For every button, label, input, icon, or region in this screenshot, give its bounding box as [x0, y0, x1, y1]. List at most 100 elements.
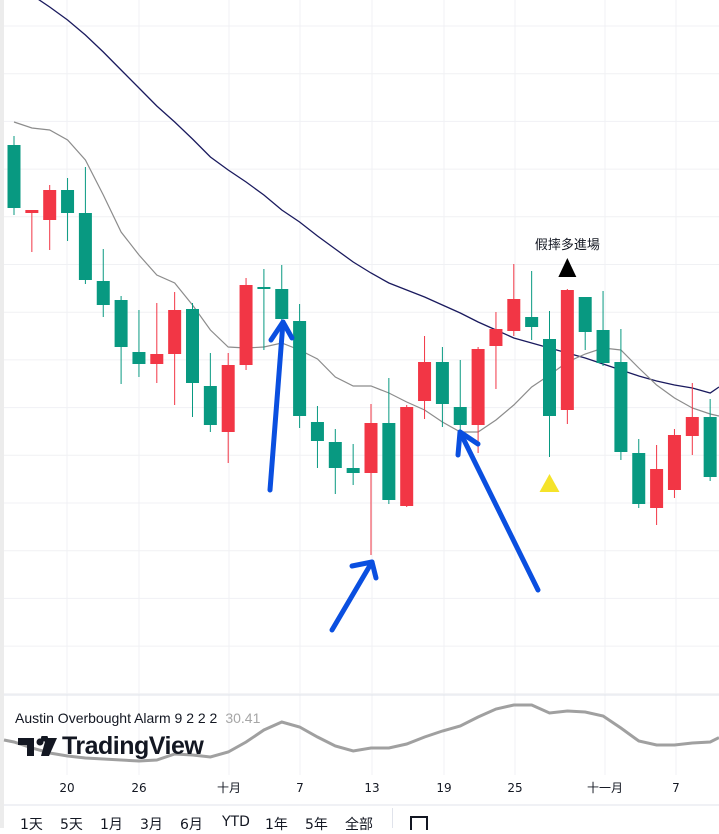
x-tick-label: 十一月 [587, 781, 623, 795]
candle-body [632, 453, 646, 504]
candle [667, 429, 681, 498]
candle [43, 185, 57, 250]
candle [364, 404, 378, 555]
candle-body [418, 362, 432, 401]
candle [168, 292, 182, 405]
candle [507, 264, 521, 336]
arrow-annotation-3 [455, 429, 541, 593]
candle [310, 406, 324, 468]
candle-body [346, 468, 360, 473]
candle [596, 291, 610, 366]
range-1m[interactable]: 1月 [100, 817, 123, 833]
left-edge [0, 0, 4, 828]
range-toolbar: 1天 5天 1月 3月 6月 YTD 1年 5年 全部 [0, 808, 719, 833]
candle [703, 399, 717, 481]
candle [489, 312, 503, 389]
range-5d[interactable]: 5天 [60, 817, 83, 833]
indicator-label[interactable]: Austin Overbought Alarm 9 2 2 2 30.41 [15, 710, 261, 726]
candle-body [614, 362, 628, 452]
candle [78, 167, 92, 284]
candle [96, 249, 110, 317]
candle [453, 360, 467, 437]
range-1y[interactable]: 1年 [265, 817, 288, 833]
range-all[interactable]: 全部 [345, 817, 373, 833]
candle [346, 444, 360, 485]
candle-body [293, 321, 307, 416]
candle-body [114, 300, 128, 347]
candle-body [435, 362, 449, 404]
range-6m[interactable]: 6月 [180, 817, 203, 833]
candle [221, 353, 235, 463]
candle-body [239, 285, 253, 365]
candle [471, 347, 485, 453]
candle-body [78, 213, 92, 280]
candle [61, 178, 75, 241]
candle [186, 303, 199, 417]
annotation-arrows [267, 319, 541, 633]
candle [293, 304, 307, 428]
arrow-annotation-2 [329, 559, 379, 633]
candle-body [328, 442, 342, 468]
candle-body [257, 287, 271, 289]
tradingview-logo-icon [18, 735, 57, 756]
range-3m[interactable]: 3月 [140, 817, 163, 833]
candle [418, 336, 432, 419]
candle-body [203, 386, 217, 425]
range-1d[interactable]: 1天 [20, 817, 43, 833]
candle-body [667, 435, 681, 490]
candle-body [186, 309, 199, 383]
ma-fast-line [13, 121, 719, 433]
candle-body [400, 407, 414, 506]
candle [239, 278, 253, 370]
candle-body [560, 290, 574, 410]
candle-body [489, 329, 503, 346]
candle-body [221, 365, 235, 432]
candle [7, 136, 21, 215]
tradingview-logo-text: TradingView [62, 732, 204, 760]
range-5y[interactable]: 5年 [305, 817, 328, 833]
candle-body [525, 317, 539, 327]
x-tick-label: 25 [507, 781, 522, 795]
x-tick-label: 7 [672, 781, 680, 795]
signal-label: 假摔多進場 [535, 237, 600, 253]
grid [4, 0, 719, 775]
candle [614, 329, 628, 460]
candle-body [168, 310, 182, 354]
candle [203, 353, 217, 432]
candle [435, 347, 449, 427]
signals [539, 258, 577, 492]
x-axis: 20 26 十月 7 13 19 25 十一月 7 [59, 781, 679, 795]
arrow-annotation-1 [267, 319, 295, 493]
candle-body [43, 190, 57, 220]
candle-body [310, 422, 324, 441]
calendar-icon[interactable] [410, 816, 428, 830]
candle [132, 310, 146, 377]
x-tick-label: 十月 [217, 781, 241, 795]
candle-body [364, 423, 378, 473]
candle-body [61, 190, 75, 213]
oscillator-line [3, 703, 719, 763]
candle-body [132, 352, 146, 364]
candle-body [471, 349, 485, 425]
x-tick-label: 13 [364, 781, 379, 795]
candle [685, 383, 699, 455]
buy-signal-triangle [558, 258, 577, 277]
candle [578, 297, 592, 350]
candle [543, 311, 556, 457]
signal-triangle-yellow [539, 474, 560, 492]
candle [275, 265, 289, 320]
x-tick-label: 7 [296, 781, 304, 795]
candle-body [453, 407, 467, 425]
candle-body [596, 330, 610, 363]
candle-body [578, 297, 592, 332]
toolbar-separator [392, 808, 393, 828]
tradingview-logo[interactable]: TradingView [18, 732, 204, 761]
ma-slow-line [38, 0, 719, 394]
candle-body [275, 289, 289, 319]
candle [400, 405, 414, 507]
range-ytd[interactable]: YTD [222, 814, 250, 830]
candle-body [703, 417, 717, 477]
candle-body [685, 417, 699, 436]
candle [114, 296, 128, 384]
